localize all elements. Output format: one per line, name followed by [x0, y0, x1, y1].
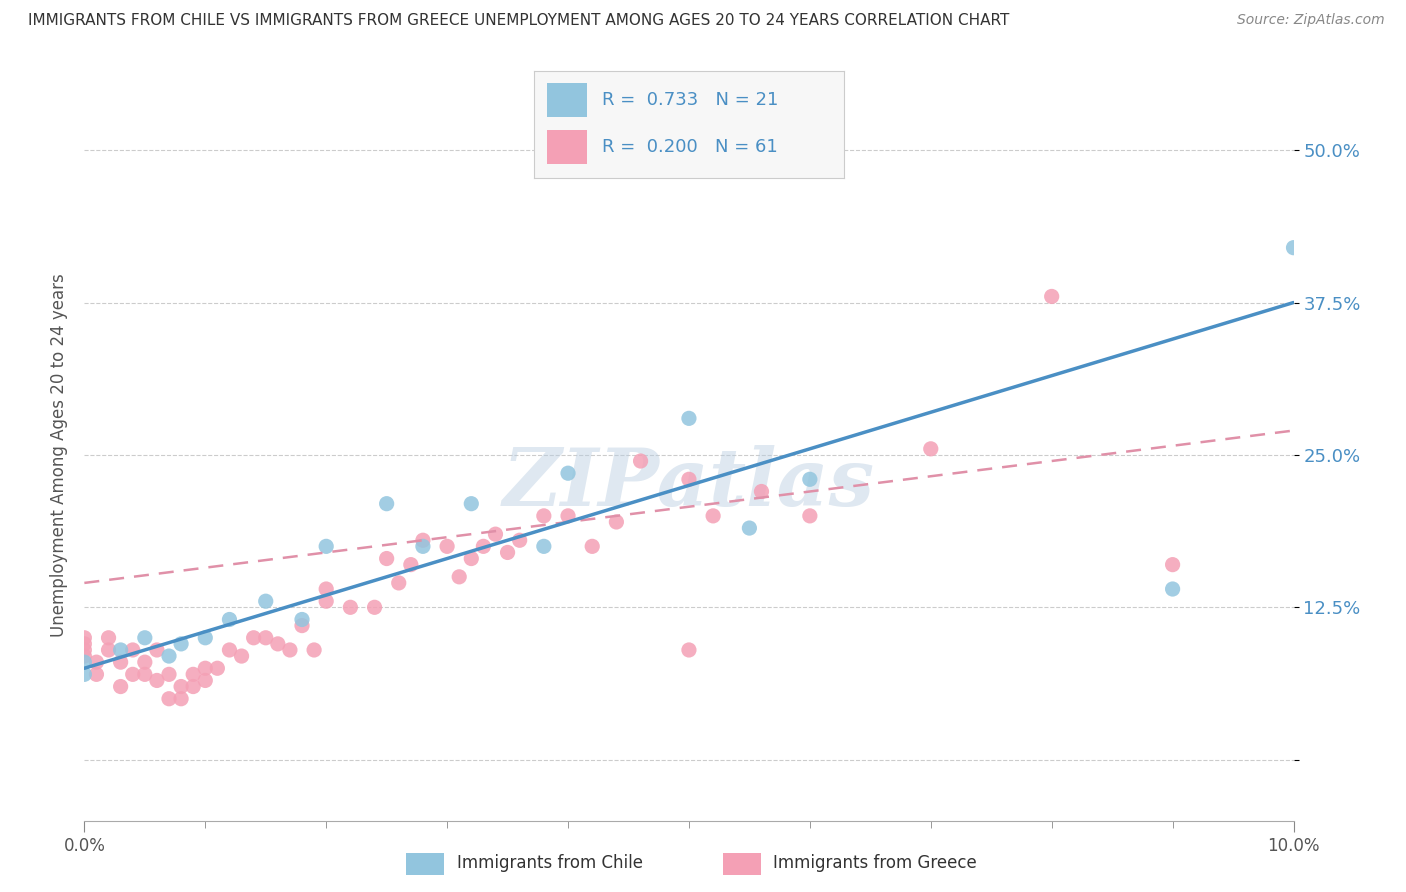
- Point: [121, 667, 143, 681]
- Point: [460, 497, 482, 511]
- Point: [315, 594, 337, 608]
- Point: [1040, 289, 1063, 303]
- Point: [181, 680, 204, 694]
- Point: [1161, 558, 1184, 572]
- Point: [412, 539, 434, 553]
- Point: [157, 649, 180, 664]
- Text: Immigrants from Chile: Immigrants from Chile: [457, 854, 643, 872]
- Point: [97, 631, 120, 645]
- Point: [799, 472, 821, 486]
- Point: [207, 661, 229, 675]
- Point: [110, 643, 132, 657]
- Point: [194, 673, 217, 688]
- Point: [146, 643, 169, 657]
- Point: [73, 631, 96, 645]
- Point: [315, 582, 337, 596]
- Point: [315, 539, 337, 553]
- Point: [146, 673, 169, 688]
- Point: [302, 643, 325, 657]
- Point: [194, 661, 217, 675]
- Point: [375, 551, 398, 566]
- Point: [799, 508, 821, 523]
- Point: [73, 643, 96, 657]
- Point: [399, 558, 422, 572]
- Text: IMMIGRANTS FROM CHILE VS IMMIGRANTS FROM GREECE UNEMPLOYMENT AMONG AGES 20 TO 24: IMMIGRANTS FROM CHILE VS IMMIGRANTS FROM…: [28, 13, 1010, 29]
- Point: [110, 655, 132, 669]
- Point: [678, 411, 700, 425]
- Point: [73, 655, 96, 669]
- Y-axis label: Unemployment Among Ages 20 to 24 years: Unemployment Among Ages 20 to 24 years: [49, 273, 67, 637]
- Point: [472, 539, 495, 553]
- Point: [630, 454, 652, 468]
- Point: [496, 545, 519, 559]
- Bar: [547, 130, 586, 164]
- Point: [920, 442, 942, 456]
- Point: [738, 521, 761, 535]
- Point: [509, 533, 531, 548]
- Point: [218, 613, 240, 627]
- Point: [1161, 582, 1184, 596]
- Point: [157, 667, 180, 681]
- Point: [73, 637, 96, 651]
- Text: R =  0.200   N = 61: R = 0.200 N = 61: [602, 138, 778, 156]
- Point: [484, 527, 506, 541]
- Point: [170, 691, 193, 706]
- Point: [412, 533, 434, 548]
- Point: [170, 680, 193, 694]
- Point: [388, 576, 411, 591]
- Point: [460, 551, 482, 566]
- Point: [181, 667, 204, 681]
- Point: [157, 691, 180, 706]
- Point: [110, 680, 132, 694]
- Point: [73, 649, 96, 664]
- Point: [278, 643, 301, 657]
- Point: [581, 539, 603, 553]
- Point: [291, 618, 314, 632]
- Point: [1282, 241, 1305, 255]
- Bar: [547, 83, 586, 118]
- Point: [363, 600, 385, 615]
- Point: [218, 643, 240, 657]
- Point: [242, 631, 264, 645]
- Point: [702, 508, 724, 523]
- Point: [678, 643, 700, 657]
- Point: [339, 600, 361, 615]
- Text: ZIPatlas: ZIPatlas: [503, 445, 875, 523]
- Point: [194, 631, 217, 645]
- Point: [533, 508, 555, 523]
- Point: [73, 667, 96, 681]
- Point: [678, 472, 700, 486]
- Text: Immigrants from Greece: Immigrants from Greece: [773, 854, 977, 872]
- Point: [449, 570, 471, 584]
- Text: R =  0.733   N = 21: R = 0.733 N = 21: [602, 91, 779, 109]
- Point: [436, 539, 458, 553]
- Point: [86, 655, 108, 669]
- Bar: [723, 853, 761, 875]
- Point: [134, 667, 156, 681]
- Point: [605, 515, 627, 529]
- Point: [231, 649, 253, 664]
- Point: [557, 508, 579, 523]
- Point: [134, 655, 156, 669]
- Point: [254, 631, 277, 645]
- Point: [86, 667, 108, 681]
- Point: [134, 631, 156, 645]
- Point: [291, 613, 314, 627]
- Point: [557, 467, 579, 481]
- Point: [254, 594, 277, 608]
- Bar: [406, 853, 444, 875]
- Point: [267, 637, 290, 651]
- Point: [375, 497, 398, 511]
- Text: Source: ZipAtlas.com: Source: ZipAtlas.com: [1237, 13, 1385, 28]
- Point: [170, 637, 193, 651]
- Point: [121, 643, 143, 657]
- Point: [97, 643, 120, 657]
- Point: [533, 539, 555, 553]
- Point: [751, 484, 773, 499]
